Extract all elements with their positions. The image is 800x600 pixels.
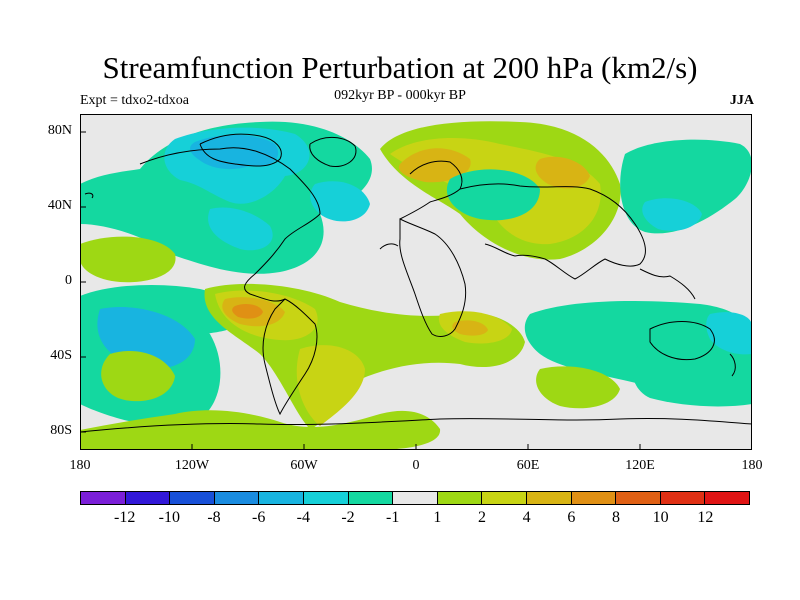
- colorbar-swatch: [660, 492, 706, 504]
- contour-neg2-tasman: [706, 312, 752, 355]
- colorbar-label: -8: [207, 509, 221, 526]
- colorbar-label: 12: [697, 509, 714, 526]
- colorbar-swatch: [81, 492, 126, 504]
- contour-pos3-south-africa: [452, 320, 488, 336]
- lat-tick-0: 0: [65, 273, 72, 288]
- lon-tick-60e: 60E: [516, 458, 540, 473]
- colorbar-swatch: [571, 492, 617, 504]
- contour-neg-atlantic: [310, 181, 370, 222]
- lon-tick-0: 0: [412, 458, 420, 473]
- contour-neg-caribbean: [208, 207, 273, 251]
- contour-pos4-peru: [232, 304, 263, 319]
- lat-tick-40s: 40S: [50, 348, 72, 363]
- map-svg: [79, 114, 753, 450]
- colorbar-swatch: [616, 492, 661, 504]
- colorbar-swatch: [437, 492, 483, 504]
- lat-tick-80n: 80N: [47, 123, 72, 138]
- colorbar-label: -2: [341, 509, 355, 526]
- colorbar-label: 6: [567, 509, 576, 526]
- colorbar-label: -1: [385, 509, 400, 526]
- contour-pos-southern-indian: [536, 366, 620, 409]
- lon-tick-180e: 180: [741, 458, 763, 473]
- contour-neg-southern-ocean-east: [632, 350, 752, 407]
- colorbar-swatch: [482, 492, 527, 504]
- plot-title: Streamfunction Perturbation at 200 hPa (…: [102, 50, 698, 85]
- season-label: JJA: [729, 93, 754, 108]
- colorbar-label: 8: [612, 509, 620, 526]
- lon-tick-120e: 120E: [625, 458, 655, 473]
- contour-neg3-hudson: [190, 134, 279, 170]
- contour-pos3-siberia: [535, 156, 590, 189]
- colorbar-label: 4: [522, 509, 531, 526]
- lat-tick-40n: 40N: [47, 198, 72, 213]
- colorbar-swatch: [705, 492, 749, 504]
- colorbar-swatch: [393, 492, 438, 504]
- colorbar-label: -12: [113, 509, 136, 526]
- colorbar-label: -6: [251, 509, 266, 526]
- contour-neg-europe: [446, 169, 540, 221]
- colorbar-label: 2: [478, 509, 486, 526]
- colorbar: [80, 491, 750, 505]
- lon-tick-120w: 120W: [174, 458, 210, 473]
- contour-pos3-scandinavia: [398, 148, 471, 183]
- colorbar-label: -4: [296, 509, 310, 526]
- colorbar-swatch: [303, 492, 349, 504]
- contour-pos-central-pacific: [80, 236, 176, 283]
- colorbar-label: -10: [158, 509, 180, 526]
- streamfunction-map: [79, 114, 753, 450]
- colorbar-swatch: [170, 492, 215, 504]
- contour-pos-southeast-pacific: [101, 350, 175, 402]
- contour-neg2-east-asia: [642, 198, 702, 231]
- lon-tick-60w: 60W: [290, 458, 318, 473]
- contour-pos-south-atlantic: [296, 345, 365, 426]
- experiment-label: Expt = tdxo2-tdxoa: [80, 93, 189, 108]
- plot-subtitle: 092kyr BP - 000kyr BP: [334, 88, 466, 103]
- coastlines: [80, 133, 752, 433]
- colorbar-swatch: [526, 492, 572, 504]
- colorbar-swatch: [125, 492, 171, 504]
- contour-pos-antarctica: [80, 410, 441, 450]
- colorbar-label: 1: [433, 509, 442, 526]
- colorbar-swatch: [348, 492, 394, 504]
- colorbar-label: 10: [652, 509, 669, 526]
- colorbar-swatch: [214, 492, 260, 504]
- lon-tick-180w: 180: [69, 458, 91, 473]
- lat-tick-80s: 80S: [50, 423, 72, 438]
- colorbar-swatch: [259, 492, 304, 504]
